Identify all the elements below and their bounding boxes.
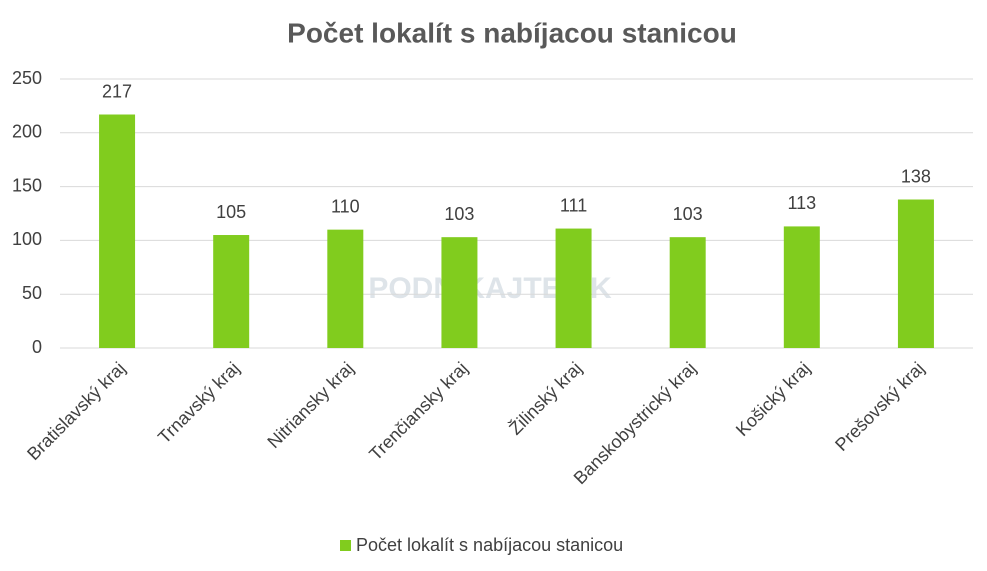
x-tick-label: Košický kraj	[732, 358, 814, 440]
bar	[669, 237, 706, 348]
x-tick-label: Banskobystrický kraj	[570, 358, 700, 488]
value-label: 138	[901, 166, 931, 186]
y-tick-label: 150	[12, 175, 42, 195]
legend-label: Počet lokalít s nabíjacou stanicou	[356, 535, 623, 555]
value-label: 110	[331, 196, 360, 216]
y-tick-label: 100	[12, 229, 42, 249]
x-tick-label: Trenčiansky kraj	[365, 358, 471, 464]
y-tick-label: 250	[12, 68, 42, 88]
value-label: 105	[216, 202, 246, 222]
x-tick-label: Prešovský kraj	[831, 358, 928, 455]
bar	[897, 199, 934, 348]
x-tick-label: Bratislavský kraj	[23, 358, 129, 464]
chart-title: Počet lokalít s nabíjacou stanicou	[287, 17, 737, 48]
value-label: 113	[787, 193, 816, 213]
value-label: 111	[560, 195, 587, 215]
y-tick-label: 200	[12, 122, 42, 142]
value-label: 103	[444, 204, 474, 224]
legend-swatch	[340, 540, 351, 551]
value-label: 217	[102, 81, 132, 101]
bar	[555, 228, 592, 348]
x-tick-label: Žilinský kraj	[505, 358, 586, 439]
x-tick-label: Nitriansky kraj	[263, 358, 357, 452]
bar	[441, 237, 478, 348]
bar	[99, 114, 136, 349]
x-tick-label: Trnavský kraj	[154, 358, 243, 447]
bar	[783, 226, 820, 348]
bar	[327, 229, 364, 348]
value-label: 103	[673, 204, 703, 224]
bar	[213, 235, 250, 348]
y-tick-label: 0	[32, 337, 42, 357]
y-tick-label: 50	[22, 283, 42, 303]
